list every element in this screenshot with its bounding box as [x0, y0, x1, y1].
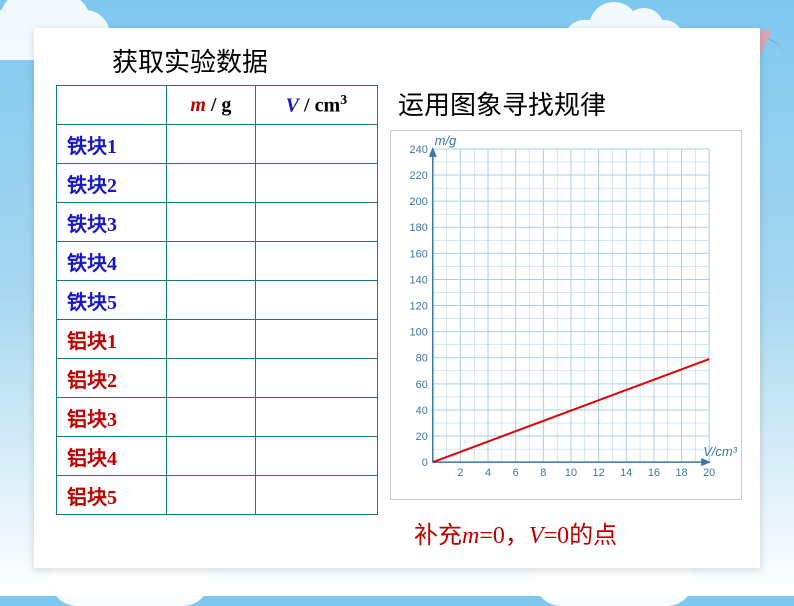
cell-mass	[166, 476, 255, 515]
table-row: 铝块2	[57, 359, 378, 398]
svg-text:40: 40	[416, 405, 428, 417]
svg-text:0: 0	[422, 457, 428, 469]
chart-section: 运用图象寻找规律 0204060801001201401601802002202…	[390, 85, 742, 515]
header-mass: m / g	[166, 86, 255, 125]
cell-mass	[166, 437, 255, 476]
cell-mass	[166, 359, 255, 398]
row-label: 铝块5	[57, 476, 167, 515]
cell-volume	[255, 164, 377, 203]
row-label: 铝块4	[57, 437, 167, 476]
line-chart: 0 20 40 60 80 100 120 140 160 180 200 220 240 2 4 6 8 10 1…	[391, 131, 741, 499]
left-title: 获取实验数据	[112, 42, 742, 79]
cell-mass	[166, 203, 255, 242]
cell-volume	[255, 437, 377, 476]
cell-mass	[166, 398, 255, 437]
row-label: 铁块2	[57, 164, 167, 203]
svg-text:160: 160	[410, 248, 428, 260]
svg-text:6: 6	[513, 467, 519, 479]
svg-text:200: 200	[410, 196, 428, 208]
cell-volume	[255, 359, 377, 398]
svg-text:120: 120	[410, 301, 428, 313]
svg-text:2: 2	[457, 467, 463, 479]
table-row: 铁块2	[57, 164, 378, 203]
table-row: 铝块4	[57, 437, 378, 476]
table-row: 铁块3	[57, 203, 378, 242]
svg-text:20: 20	[416, 431, 428, 443]
supplement-note: 补充m=0，V=0的点	[414, 515, 617, 550]
table-row: 铁块5	[57, 281, 378, 320]
content-card: 获取实验数据 m / g V / cm3 铁块1铁块2铁块3铁块4铁块5铝块1铝…	[34, 28, 760, 568]
cell-mass	[166, 242, 255, 281]
right-title: 运用图象寻找规律	[398, 85, 742, 122]
svg-text:14: 14	[620, 467, 632, 479]
row-label: 铁块5	[57, 281, 167, 320]
row-label: 铝块1	[57, 320, 167, 359]
svg-text:16: 16	[648, 467, 660, 479]
row-label: 铁块1	[57, 125, 167, 164]
table-row: 铝块5	[57, 476, 378, 515]
cell-volume	[255, 398, 377, 437]
svg-text:8: 8	[540, 467, 546, 479]
table-row: 铁块4	[57, 242, 378, 281]
header-volume: V / cm3	[255, 86, 377, 125]
header-blank	[57, 86, 167, 125]
table-row: 铝块1	[57, 320, 378, 359]
row-label: 铝块2	[57, 359, 167, 398]
cell-volume	[255, 125, 377, 164]
cell-mass	[166, 125, 255, 164]
svg-text:m/g: m/g	[435, 133, 457, 148]
table-row: 铝块3	[57, 398, 378, 437]
cell-mass	[166, 281, 255, 320]
svg-text:20: 20	[703, 467, 715, 479]
row-label: 铁块3	[57, 203, 167, 242]
table-row: 铁块1	[57, 125, 378, 164]
row-label: 铁块4	[57, 242, 167, 281]
svg-text:220: 220	[410, 170, 428, 182]
svg-text:12: 12	[593, 467, 605, 479]
table-section: m / g V / cm3 铁块1铁块2铁块3铁块4铁块5铝块1铝块2铝块3铝块…	[56, 85, 378, 515]
svg-text:80: 80	[416, 353, 428, 365]
svg-text:240: 240	[410, 144, 428, 156]
cell-mass	[166, 164, 255, 203]
svg-text:180: 180	[410, 222, 428, 234]
row-label: 铝块3	[57, 398, 167, 437]
cell-volume	[255, 476, 377, 515]
cell-volume	[255, 203, 377, 242]
svg-text:60: 60	[416, 379, 428, 391]
svg-text:100: 100	[410, 327, 428, 339]
svg-text:V/cm³: V/cm³	[703, 444, 737, 459]
cell-volume	[255, 242, 377, 281]
svg-text:10: 10	[565, 467, 577, 479]
cell-mass	[166, 320, 255, 359]
chart-container: 0 20 40 60 80 100 120 140 160 180 200 220 240 2 4 6 8 10 1…	[390, 130, 742, 500]
svg-text:140: 140	[410, 274, 428, 286]
cell-volume	[255, 281, 377, 320]
cell-volume	[255, 320, 377, 359]
svg-text:4: 4	[485, 467, 491, 479]
data-table: m / g V / cm3 铁块1铁块2铁块3铁块4铁块5铝块1铝块2铝块3铝块…	[56, 85, 378, 515]
svg-text:18: 18	[675, 467, 687, 479]
